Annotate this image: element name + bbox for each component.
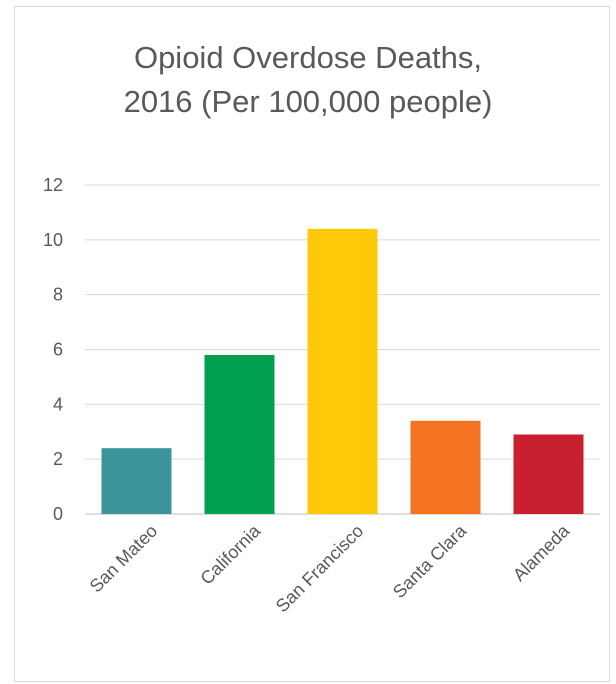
x-tick-label: San Mateo (86, 521, 162, 597)
x-tick-label: San Francisco (272, 521, 368, 617)
chart-title: Opioid Overdose Deaths, 2016 (Per 100,00… (0, 36, 616, 124)
y-tick-label: 10 (43, 230, 63, 250)
y-tick-label: 0 (53, 504, 63, 524)
y-tick-label: 8 (53, 285, 63, 305)
x-tick-label: Santa Clara (389, 520, 471, 602)
bars (101, 228, 584, 514)
bar-san-mateo (101, 448, 172, 514)
bar-california (204, 354, 275, 514)
y-axis-ticks: 0 2 4 6 8 10 12 (43, 175, 63, 524)
y-tick-label: 2 (53, 449, 63, 469)
y-tick-label: 12 (43, 175, 63, 195)
x-axis-labels: San Mateo California San Francisco Santa Cl… (86, 520, 574, 616)
x-tick-label: California (196, 520, 265, 589)
bar-alameda (513, 434, 584, 514)
y-tick-label: 6 (53, 340, 63, 360)
chart-title-line-1: Opioid Overdose Deaths, (133, 40, 483, 75)
bar-santa-clara (410, 420, 481, 514)
bar-san-francisco (307, 228, 378, 514)
chart-title-line-2: 2016 (Per 100,000 people) (123, 84, 493, 119)
x-tick-label: Alameda (509, 520, 574, 585)
y-tick-label: 4 (53, 394, 63, 414)
